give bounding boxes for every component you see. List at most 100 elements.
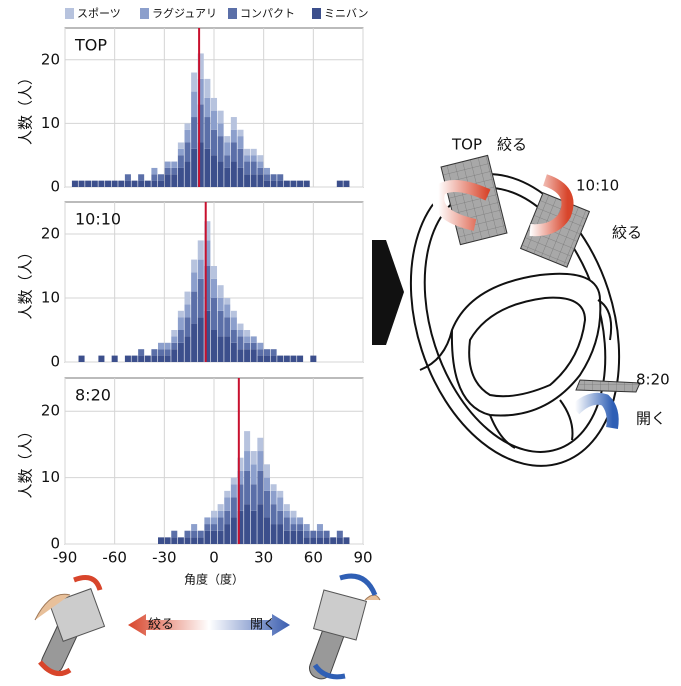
bar-segment: [211, 279, 217, 298]
legend-label: スポーツ: [77, 7, 121, 20]
bar-segment: [112, 356, 118, 362]
bar-segment: [92, 181, 98, 187]
bar-segment: [284, 504, 290, 511]
bar-segment: [257, 168, 263, 174]
bar-segment: [231, 343, 237, 362]
bar-segment: [132, 181, 138, 187]
steering-wheel: [375, 147, 654, 493]
bar-segment: [224, 511, 230, 524]
y-axis-label: 人数（人）: [17, 70, 35, 145]
panel-label: 10:10: [75, 210, 121, 229]
y-tick-label: 20: [41, 50, 60, 68]
bar-segment: [257, 349, 263, 355]
bar-segment: [290, 524, 296, 531]
bar-segment: [244, 336, 250, 342]
bar-segment: [165, 168, 171, 174]
arrow-left-label: 絞る: [148, 618, 174, 633]
hand-left: [35, 578, 105, 677]
bar-segment: [244, 149, 250, 155]
bar-segment: [185, 304, 191, 317]
bar-segment: [277, 524, 283, 544]
bar-segment: [237, 168, 243, 187]
bar-segment: [297, 531, 303, 544]
bar-segment: [224, 298, 230, 304]
bar-segment: [165, 356, 171, 362]
bar-segment: [218, 285, 224, 298]
y-tick-label: 20: [41, 402, 60, 420]
bar-segment: [290, 356, 296, 362]
bar-segment: [98, 356, 104, 362]
panel-label: TOP: [74, 36, 107, 55]
bar-segment: [244, 471, 250, 504]
bar-segment: [251, 155, 257, 161]
bar-segment: [224, 142, 230, 155]
label-820-action: 開く: [636, 410, 666, 428]
bar-segment: [224, 491, 230, 498]
bar-segment: [310, 531, 316, 538]
bar-segment: [244, 330, 250, 336]
bar-segment: [79, 181, 85, 187]
bar-segment: [244, 431, 250, 451]
x-tick-label: -90: [53, 549, 78, 567]
bar-segment: [198, 240, 204, 259]
bar-segment: [271, 484, 277, 491]
bar-segment: [277, 511, 283, 524]
bar-segment: [165, 343, 171, 349]
bar-segment: [244, 155, 250, 161]
bar-segment: [211, 98, 217, 111]
bar-segment: [297, 181, 303, 187]
figure: TOP 絞る 10:10 絞る 8:20 開く 絞る 開く スポーツラグジュアリ…: [0, 0, 681, 686]
bar-segment: [218, 162, 224, 187]
hand-right: [307, 576, 380, 682]
bar-segment: [264, 464, 270, 477]
bar-segment: [185, 336, 191, 362]
bar-segment: [231, 484, 237, 497]
x-tick-label: 90: [353, 549, 372, 567]
bar-segment: [224, 155, 230, 168]
bar-segment: [171, 537, 177, 544]
panel-label: 8:20: [75, 386, 111, 405]
bar-segment: [231, 162, 237, 187]
bar-segment: [244, 451, 250, 471]
bar-segment: [185, 130, 191, 143]
bar-segment: [237, 330, 243, 336]
bar-segment: [224, 136, 230, 142]
bar-segment: [264, 491, 270, 518]
legend-swatch: [312, 8, 321, 19]
bar-segment: [204, 149, 210, 187]
bar-segment: [290, 511, 296, 518]
bar-segment: [204, 531, 210, 544]
bar-segment: [257, 162, 263, 168]
bar-segment: [198, 531, 204, 538]
x-tick-label: 30: [254, 549, 273, 567]
bar-segment: [251, 336, 257, 342]
bar-segment: [138, 356, 144, 362]
bar-segment: [171, 162, 177, 168]
bar-segment: [204, 79, 210, 98]
bar-segment: [165, 537, 171, 544]
bar-segment: [231, 498, 237, 518]
y-tick-label: 10: [41, 468, 60, 486]
bar-segment: [211, 111, 217, 130]
bar-segment: [271, 181, 277, 187]
bar-segment: [191, 324, 197, 362]
bar-segment: [277, 356, 283, 362]
bar-segment: [264, 168, 270, 174]
x-tick-label: -60: [102, 549, 127, 567]
bar-segment: [178, 149, 184, 155]
bar-segment: [158, 181, 164, 187]
legend-label: コンパクト: [240, 7, 295, 20]
bar-segment: [277, 181, 283, 187]
bar-segment: [85, 181, 91, 187]
bar-segment: [264, 174, 270, 180]
y-tick-label: 10: [41, 114, 60, 132]
bar-segment: [178, 317, 184, 330]
bar-segment: [158, 174, 164, 180]
bar-segment: [237, 136, 243, 149]
bar-segment: [191, 537, 197, 544]
bar-segment: [191, 149, 197, 187]
bar-segment: [171, 168, 177, 174]
bar-segment: [218, 311, 224, 337]
bar-segment: [145, 356, 151, 362]
x-tick-label: -30: [152, 549, 177, 567]
